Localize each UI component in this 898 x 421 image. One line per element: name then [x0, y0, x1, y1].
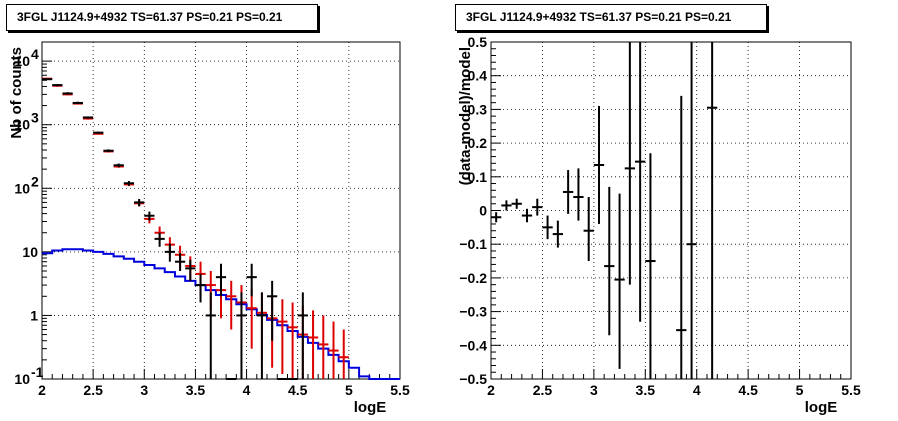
- y-axis-label: (data-model)/model: [457, 47, 474, 185]
- data-point: [246, 263, 257, 297]
- y-tick-label: 10: [22, 244, 38, 260]
- data-point: [93, 131, 104, 134]
- residual-point: [614, 193, 625, 369]
- y-tick-label: 0.2: [468, 135, 488, 151]
- y-tick-label: 1: [30, 307, 38, 323]
- residual-point: [511, 198, 522, 209]
- residuals-plot: 2 2.5 3 3.5 4 4.5 5 5.5 −0.5 −0.4 −0.3 −0.2 −0.1 0 0.1…: [457, 34, 861, 416]
- x-tick-label: 5.5: [841, 382, 861, 398]
- residual-point: [676, 95, 687, 379]
- data-point: [103, 149, 114, 153]
- residual-point: [491, 212, 502, 223]
- data-point: [42, 78, 53, 81]
- residual-point: [563, 170, 574, 214]
- data-point: [144, 211, 155, 221]
- data-point: [297, 292, 308, 379]
- y-tick-label: 0.4: [468, 68, 488, 84]
- residual-point: [583, 197, 594, 262]
- x-axis-label: logE: [354, 399, 387, 416]
- residual-point: [686, 42, 697, 379]
- residual-point: [624, 42, 635, 285]
- y-tick-label: −0.5: [459, 371, 487, 387]
- x-tick-label: 3.5: [636, 382, 656, 398]
- data-point: [236, 292, 247, 379]
- model-point: [318, 315, 329, 379]
- data-point: [82, 116, 94, 119]
- model-component-step-line: [42, 248, 400, 380]
- data-point: [256, 292, 268, 379]
- data-point: [52, 84, 63, 87]
- x-tick-label: 2.5: [533, 382, 553, 398]
- residual-point: [593, 106, 605, 224]
- residual-point: [573, 168, 584, 221]
- x-tick-label: 2: [38, 382, 46, 398]
- x-tick-label: 4: [243, 382, 251, 398]
- left-plot-title: 3FGL J1124.9+4932 TS=61.37 PS=0.21 PS=0.…: [6, 4, 318, 31]
- residual-point: [532, 198, 543, 216]
- model-point: [338, 329, 349, 379]
- x-tick-label: 4.5: [738, 382, 758, 398]
- y-tick-exponent: -1: [31, 364, 44, 380]
- x-tick-label: 5: [796, 382, 804, 398]
- y-tick-label: 0.5: [468, 34, 488, 50]
- y-tick-label: 0.3: [468, 101, 488, 117]
- y-tick-label: 10: [14, 180, 30, 196]
- y-tick-label: −0.3: [459, 304, 487, 320]
- y-tick-label: 0: [479, 203, 487, 219]
- x-tick-label: 3.5: [186, 382, 206, 398]
- x-tick-label: 2: [487, 382, 495, 398]
- model-point: [277, 299, 288, 374]
- data-point: [154, 232, 165, 247]
- residual-point: [604, 186, 615, 336]
- y-tick-label: −0.2: [459, 270, 487, 286]
- data-point: [62, 92, 73, 95]
- model-point: [307, 310, 319, 379]
- x-tick-label: 2.5: [83, 382, 103, 398]
- x-tick-label: 4: [693, 382, 701, 398]
- x-tick-label: 5.5: [390, 382, 410, 398]
- x-tick-label: 3: [140, 382, 148, 398]
- left-panel: 2 2.5 3 3.5 4 4.5 5 5.5 10 -1 1 10 10 2 10 3 10 4 logE Nb o…: [6, 4, 410, 416]
- plot-frame: [41, 41, 401, 380]
- right-panel: 2 2.5 3 3.5 4 4.5 5 5.5 −0.5 −0.4 −0.3 −0.2 −0.1 0 0.1…: [449, 0, 898, 421]
- residual-point: [552, 220, 563, 248]
- data-point: [195, 273, 206, 303]
- y-tick-label: 10: [14, 117, 30, 133]
- x-tick-label: 3: [590, 382, 598, 398]
- residual-point: [707, 42, 718, 379]
- y-tick-label: −0.1: [459, 236, 487, 252]
- residual-point: [501, 200, 512, 211]
- y-axis-label: Nb of counts: [8, 47, 25, 139]
- y-tick-label: 10: [14, 53, 30, 69]
- model-point: [328, 321, 339, 379]
- data-point: [164, 243, 175, 262]
- residual-point: [542, 215, 553, 240]
- y-tick-label: 0.1: [468, 169, 488, 185]
- x-tick-label: 4.5: [288, 382, 308, 398]
- data-point: [123, 181, 135, 186]
- model-point: [226, 280, 237, 330]
- data-point: [72, 101, 83, 104]
- data-point: [174, 253, 186, 271]
- right-plot-title: 3FGL J1124.9+4932 TS=61.37 PS=0.21 PS=0.…: [455, 4, 767, 31]
- residual-point: [645, 153, 656, 379]
- residual-point: [521, 208, 533, 223]
- y-tick-exponent: 4: [31, 46, 39, 62]
- data-point: [267, 280, 278, 341]
- y-tick-label: 10: [14, 371, 30, 387]
- model-point: [287, 302, 298, 379]
- data-point: [215, 263, 227, 297]
- data-point: [134, 198, 145, 207]
- y-tick-exponent: 3: [31, 110, 39, 126]
- model-point: [246, 289, 257, 349]
- x-axis-label: logE: [805, 399, 838, 416]
- data-point: [185, 259, 196, 281]
- y-tick-exponent: 2: [31, 173, 39, 189]
- x-tick-label: 5: [345, 382, 353, 398]
- data-point: [113, 163, 124, 168]
- y-tick-label: −0.4: [459, 337, 487, 353]
- residual-point: [635, 42, 646, 322]
- data-point: [205, 292, 216, 379]
